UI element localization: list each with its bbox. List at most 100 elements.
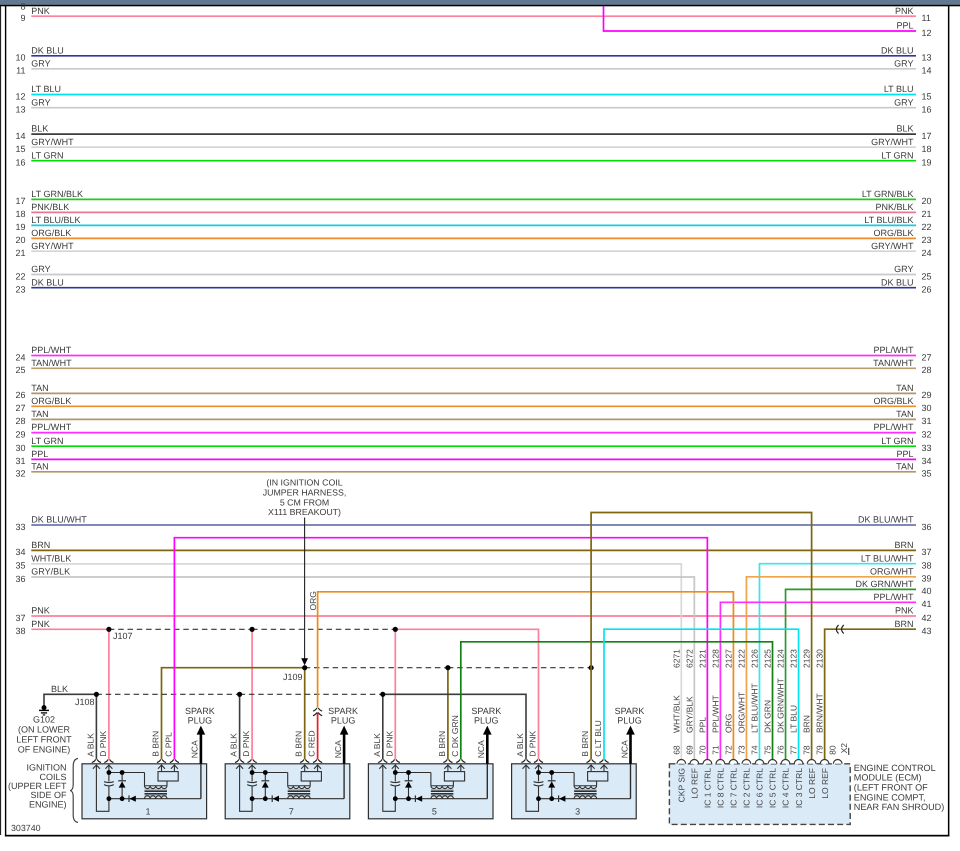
svg-text:BLK: BLK <box>51 684 68 694</box>
svg-text:PPL: PPL <box>896 449 913 459</box>
svg-text:LO REF: LO REF <box>690 768 700 799</box>
svg-text:ENGINE): ENGINE) <box>29 799 67 809</box>
svg-text:COILS: COILS <box>39 772 66 782</box>
svg-text:23: 23 <box>15 285 25 295</box>
svg-text:CKP SIG: CKP SIG <box>677 768 687 802</box>
svg-text:28: 28 <box>15 416 25 426</box>
svg-text:39: 39 <box>922 574 932 584</box>
svg-text:33: 33 <box>15 522 25 532</box>
svg-text:13: 13 <box>15 105 25 115</box>
svg-text:G102: G102 <box>33 715 55 725</box>
svg-text:B BRN: B BRN <box>151 731 161 757</box>
svg-text:33: 33 <box>922 443 932 453</box>
svg-text:75: 75 <box>763 745 773 755</box>
svg-text:20: 20 <box>15 235 25 245</box>
svg-text:ORG/WHT: ORG/WHT <box>870 566 914 576</box>
svg-text:35: 35 <box>15 561 25 571</box>
svg-text:PPL: PPL <box>31 449 48 459</box>
svg-text:2130: 2130 <box>815 649 825 668</box>
svg-text:34: 34 <box>15 547 25 557</box>
svg-text:TAN/WHT: TAN/WHT <box>873 358 914 368</box>
svg-text:SPARK: SPARK <box>615 706 645 716</box>
svg-text:2122: 2122 <box>736 649 746 668</box>
svg-text:29: 29 <box>15 429 25 439</box>
svg-text:38: 38 <box>922 561 932 571</box>
svg-text:LT BLU/BLK: LT BLU/BLK <box>31 215 80 225</box>
svg-text:D PNK: D PNK <box>528 730 538 756</box>
svg-text:A BLK: A BLK <box>85 733 95 757</box>
svg-text:NCA: NCA <box>333 740 343 758</box>
svg-text:36: 36 <box>922 522 932 532</box>
svg-text:2125: 2125 <box>763 649 773 668</box>
svg-text:36: 36 <box>15 574 25 584</box>
svg-text:BLK: BLK <box>31 124 48 134</box>
svg-text:74: 74 <box>750 745 760 755</box>
svg-text:25: 25 <box>922 271 932 281</box>
svg-text:BRN/WHT: BRN/WHT <box>815 693 825 733</box>
svg-text:ORG: ORG <box>308 591 318 610</box>
svg-text:2128: 2128 <box>710 649 720 668</box>
svg-text:BRN: BRN <box>31 540 50 550</box>
svg-text:LT GRN/BLK: LT GRN/BLK <box>31 189 83 199</box>
svg-text:18: 18 <box>922 144 932 154</box>
svg-text:2124: 2124 <box>776 649 786 668</box>
svg-text:LEFT FRONT: LEFT FRONT <box>16 735 72 745</box>
svg-text:OF ENGINE): OF ENGINE) <box>18 745 71 755</box>
svg-text:29: 29 <box>922 390 932 400</box>
svg-text:LT BLU: LT BLU <box>31 84 61 94</box>
svg-text:PPL/WHT: PPL/WHT <box>873 592 914 602</box>
svg-text:37: 37 <box>15 613 25 623</box>
svg-text:ENGINE CONTROL: ENGINE CONTROL <box>854 763 936 773</box>
svg-text:C DK GRN: C DK GRN <box>450 715 460 757</box>
svg-text:IC 3 CTRL: IC 3 CTRL <box>794 768 804 808</box>
svg-text:LT BLU: LT BLU <box>789 705 799 733</box>
svg-text:79: 79 <box>815 745 825 755</box>
svg-text:PNK: PNK <box>895 6 914 16</box>
svg-text:NEAR FAN SHROUD): NEAR FAN SHROUD) <box>854 802 944 812</box>
svg-text:2121: 2121 <box>697 649 707 668</box>
svg-text:ORG/BLK: ORG/BLK <box>873 228 913 238</box>
svg-text:16: 16 <box>922 105 932 115</box>
svg-text:LT BLU/WHT: LT BLU/WHT <box>750 683 760 733</box>
svg-text:TAN: TAN <box>896 409 913 419</box>
svg-text:B BRN: B BRN <box>580 731 590 757</box>
svg-text:11: 11 <box>16 66 25 76</box>
svg-text:73: 73 <box>736 745 746 755</box>
svg-text:42: 42 <box>922 613 932 623</box>
svg-text:17: 17 <box>922 131 932 141</box>
svg-text:PPL/WHT: PPL/WHT <box>710 695 720 733</box>
svg-text:D PNK: D PNK <box>241 730 251 756</box>
svg-text:LT GRN: LT GRN <box>31 436 63 446</box>
svg-text:PLUG: PLUG <box>617 716 642 726</box>
svg-text:B BRN: B BRN <box>294 731 304 757</box>
svg-text:18: 18 <box>15 209 25 219</box>
svg-text:31: 31 <box>922 416 932 426</box>
svg-text:LT GRN: LT GRN <box>881 150 913 160</box>
svg-text:GRY: GRY <box>31 264 50 274</box>
svg-text:GRY/WHT: GRY/WHT <box>31 137 74 147</box>
svg-text:19: 19 <box>15 222 25 232</box>
svg-text:PPL/WHT: PPL/WHT <box>31 422 72 432</box>
svg-text:DK GRN: DK GRN <box>763 700 773 733</box>
svg-text:9: 9 <box>20 13 25 23</box>
svg-text:TAN: TAN <box>896 383 913 393</box>
svg-text:2126: 2126 <box>750 649 760 668</box>
svg-text:25: 25 <box>15 365 25 375</box>
svg-text:IC 8 CTRL: IC 8 CTRL <box>716 768 726 808</box>
svg-text:MODULE (ECM): MODULE (ECM) <box>854 773 922 783</box>
svg-text:PPL: PPL <box>896 21 913 31</box>
svg-text:24: 24 <box>922 248 932 258</box>
svg-text:D PNK: D PNK <box>98 730 108 756</box>
svg-text:PNK/BLK: PNK/BLK <box>31 202 69 212</box>
svg-text:(LEFT FRONT OF: (LEFT FRONT OF <box>854 783 928 793</box>
svg-text:DK BLU: DK BLU <box>31 277 64 287</box>
svg-text:31: 31 <box>15 456 25 466</box>
svg-text:J107: J107 <box>113 631 133 641</box>
svg-text:78: 78 <box>802 745 812 755</box>
svg-text:IC 5 CTRL: IC 5 CTRL <box>768 768 778 808</box>
svg-text:37: 37 <box>922 547 932 557</box>
svg-text:PLUG: PLUG <box>188 716 213 726</box>
svg-text:BRN: BRN <box>894 619 913 629</box>
svg-text:5: 5 <box>432 806 437 816</box>
svg-text:26: 26 <box>922 285 932 295</box>
